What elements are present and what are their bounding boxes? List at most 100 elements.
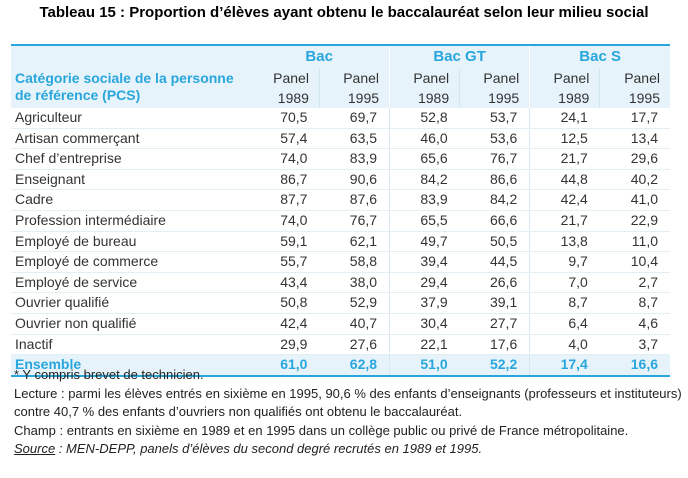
value-cell: 8,7 [529, 292, 600, 314]
table-row: Artisan commerçant 57,4 63,5 46,0 53,6 12,5 13… [11, 128, 670, 150]
row-label: Agriculteur [11, 108, 250, 129]
value-cell: 30,4 [389, 313, 460, 335]
value-cell: 53,7 [459, 108, 530, 129]
value-cell: 27,6 [319, 334, 390, 356]
value-cell: 27,7 [459, 313, 530, 335]
value-cell: 50,8 [249, 292, 320, 314]
value-cell: 65,6 [389, 148, 460, 170]
value-cell: 44,8 [529, 169, 600, 191]
value-cell: 11,0 [599, 231, 670, 253]
value-cell: 41,0 [599, 189, 670, 211]
footnote: * Y compris brevet de technicien. [14, 367, 204, 382]
row-header-line-2: de référence (PCS) [15, 87, 141, 103]
group-bac-gt: Bac GT [389, 45, 530, 68]
value-cell: 62,1 [319, 231, 390, 253]
group-bac: Bac [249, 45, 390, 68]
value-cell: 13,4 [599, 128, 670, 150]
table-row: Employé de bureau 59,1 62,1 49,7 50,5 13,8 11,… [11, 231, 670, 253]
table-row: Employé de service 43,4 38,0 29,4 26,6 7,0 2,7 [11, 272, 670, 294]
source-label: Source [14, 441, 56, 456]
lecture-line-1: Lecture : parmi les élèves entrés en six… [14, 385, 682, 401]
value-cell: 70,5 [249, 108, 320, 129]
bac-proportion-table: Bac Bac GT Bac S Catégorie sociale de la… [11, 44, 670, 377]
value-cell: 24,1 [529, 108, 600, 129]
row-header: Catégorie sociale de la personne de réfé… [11, 68, 250, 108]
total-row: Ensemble 61,0 62,8 51,0 52,2 17,4 16,6 [11, 354, 670, 377]
value-cell: 4,6 [599, 313, 670, 335]
value-cell: 39,1 [459, 292, 530, 314]
value-cell: 7,0 [529, 272, 600, 294]
panel-header: Panel 1989 [249, 68, 320, 108]
row-label: Profession intermédiaire [11, 210, 250, 232]
source-note: Source : MEN-DEPP, panels d’élèves du se… [14, 440, 684, 459]
table-body: Agriculteur 70,5 69,7 52,8 53,7 24,1 17,7 Artis… [11, 108, 670, 377]
value-cell: 6,4 [529, 313, 600, 335]
value-cell: 86,7 [249, 169, 320, 191]
value-cell: 57,4 [249, 128, 320, 150]
value-cell: 4,0 [529, 334, 600, 356]
table-row: Ouvrier non qualifié 42,4 40,7 30,4 27,7 6,4 4… [11, 313, 670, 335]
value-cell: 29,4 [389, 272, 460, 294]
value-cell: 21,7 [529, 210, 600, 232]
value-cell: 86,6 [459, 169, 530, 191]
value-cell: 3,7 [599, 334, 670, 356]
table-row: Chef d’entreprise 74,0 83,9 65,6 76,7 21,7 29,… [11, 148, 670, 170]
value-cell: 43,4 [249, 272, 320, 294]
value-cell: 87,6 [319, 189, 390, 211]
lecture-line-2: contre 40,7 % des enfants d’ouvriers non… [14, 404, 463, 419]
value-cell: 21,7 [529, 148, 600, 170]
value-cell: 9,7 [529, 251, 600, 273]
data-table-container: Bac Bac GT Bac S Catégorie sociale de la… [11, 44, 670, 377]
row-label: Inactif [11, 334, 250, 356]
table-row: Cadre 87,7 87,6 83,9 84,2 42,4 41,0 [11, 189, 670, 211]
panel-header: Panel 1995 [318, 68, 390, 108]
group-header-row: Bac Bac GT Bac S [11, 45, 670, 68]
value-cell: 40,2 [599, 169, 670, 191]
value-cell: 29,9 [249, 334, 320, 356]
value-cell: 52,9 [319, 292, 390, 314]
value-cell: 46,0 [389, 128, 460, 150]
value-cell: 83,9 [319, 148, 390, 170]
panel-header: Panel 1989 [529, 68, 600, 108]
row-label: Enseignant [11, 169, 250, 191]
panel-header: Panel 1995 [599, 68, 670, 108]
row-label: Employé de commerce [11, 251, 250, 273]
subheader-row: Catégorie sociale de la personne de réfé… [11, 68, 670, 108]
table-row: Inactif 29,9 27,6 22,1 17,6 4,0 3,7 [11, 334, 670, 356]
table-row: Enseignant 86,7 90,6 84,2 86,6 44,8 40,2 [11, 169, 670, 191]
value-cell: 22,9 [599, 210, 670, 232]
row-label: Employé de service [11, 272, 250, 294]
value-cell: 49,7 [389, 231, 460, 253]
table-row: Profession intermédiaire 74,0 76,7 65,5 66,6… [11, 210, 670, 232]
row-label: Ouvrier qualifié [11, 292, 250, 314]
value-cell: 69,7 [319, 108, 390, 129]
value-cell: 84,2 [389, 169, 460, 191]
notes-block: * Y compris brevet de technicien. Lectur… [14, 366, 684, 459]
value-cell: 63,5 [319, 128, 390, 150]
value-cell: 87,7 [249, 189, 320, 211]
value-cell: 13,8 [529, 231, 600, 253]
panel-header: Panel 1995 [459, 68, 530, 108]
value-cell: 17,4 [529, 354, 600, 377]
value-cell: 59,1 [249, 231, 320, 253]
panel-header: Panel 1989 [389, 68, 460, 108]
value-cell: 62,8 [319, 354, 390, 377]
value-cell: 42,4 [249, 313, 320, 335]
row-label: Ensemble [11, 354, 250, 377]
value-cell: 51,0 [389, 354, 460, 377]
value-cell: 65,5 [389, 210, 460, 232]
table-row: Agriculteur 70,5 69,7 52,8 53,7 24,1 17,7 [11, 108, 670, 129]
value-cell: 2,7 [599, 272, 670, 294]
value-cell: 44,5 [459, 251, 530, 273]
row-label: Chef d’entreprise [11, 148, 250, 170]
row-label: Cadre [11, 189, 250, 211]
value-cell: 84,2 [459, 189, 530, 211]
value-cell: 29,6 [599, 148, 670, 170]
group-bac-s: Bac S [529, 45, 670, 68]
value-cell: 52,2 [459, 354, 530, 377]
row-label: Ouvrier non qualifié [11, 313, 250, 335]
value-cell: 90,6 [319, 169, 390, 191]
value-cell: 74,0 [249, 210, 320, 232]
value-cell: 61,0 [249, 354, 320, 377]
value-cell: 50,5 [459, 231, 530, 253]
